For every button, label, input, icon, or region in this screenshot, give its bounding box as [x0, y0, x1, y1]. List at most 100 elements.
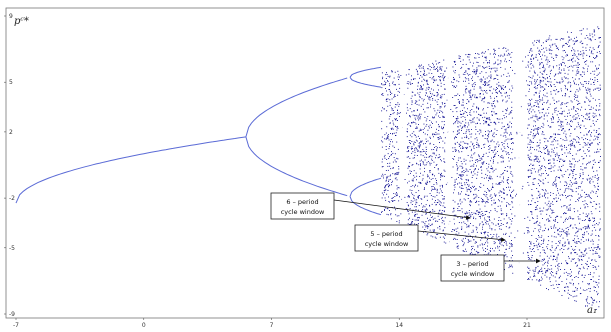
- chaos-point: [572, 70, 574, 72]
- chaos-point: [461, 191, 462, 193]
- chaos-point: [426, 209, 428, 211]
- chaos-point: [398, 215, 400, 217]
- chaos-point: [583, 142, 585, 144]
- chaos-point: [469, 92, 471, 94]
- annotation-6-period: 6 – period cycle window: [270, 192, 471, 220]
- chaos-point: [575, 300, 577, 302]
- chaos-point: [506, 170, 508, 172]
- chaos-point: [557, 110, 559, 112]
- chaos-point: [537, 201, 539, 202]
- chaos-point: [503, 143, 505, 144]
- chaos-point: [540, 63, 541, 65]
- chaos-point: [422, 174, 424, 176]
- chaos-point: [536, 142, 538, 143]
- chaos-point: [423, 151, 425, 152]
- chaos-point: [484, 81, 486, 82]
- y-axis-label: pᶜ*: [14, 16, 29, 27]
- chaos-point: [452, 229, 454, 230]
- chaos-point: [486, 177, 487, 179]
- chaos-point: [469, 119, 471, 121]
- chaos-point: [481, 79, 483, 81]
- chaos-point: [464, 90, 466, 92]
- chaos-point: [580, 54, 581, 56]
- chaos-point: [481, 233, 482, 234]
- chaos-point: [409, 140, 411, 141]
- chaos-point: [477, 76, 479, 78]
- chaos-point: [585, 167, 587, 169]
- chaos-point: [536, 208, 538, 210]
- chaos-point: [436, 133, 438, 135]
- chaos-point: [593, 221, 595, 222]
- chaos-point: [538, 191, 540, 193]
- chaos-point: [489, 190, 491, 192]
- chaos-point: [435, 164, 437, 166]
- chaos-point: [482, 84, 484, 85]
- chaos-point: [480, 81, 482, 82]
- chaos-point: [578, 273, 580, 275]
- chaos-point: [568, 96, 570, 98]
- chaos-point: [529, 204, 531, 205]
- chaos-point: [465, 78, 467, 80]
- chaos-point: [545, 271, 547, 273]
- chaos-point: [509, 246, 511, 248]
- chaos-point: [395, 193, 397, 195]
- chaos-point: [559, 177, 560, 179]
- chaos-point: [503, 178, 504, 180]
- chaos-point: [577, 264, 578, 266]
- chaos-point: [542, 249, 544, 251]
- chaos-point: [583, 157, 585, 159]
- chaos-point: [436, 234, 438, 235]
- chaos-point: [504, 129, 506, 131]
- chaos-point: [437, 66, 438, 68]
- chaos-point: [453, 184, 455, 186]
- chaos-point: [484, 78, 486, 80]
- chaos-point: [555, 218, 556, 220]
- chaos-point: [416, 140, 418, 142]
- chaos-point: [424, 171, 425, 173]
- chaos-point: [481, 148, 482, 149]
- chaos-point: [560, 125, 562, 127]
- chaos-point: [479, 114, 481, 116]
- chaos-point: [534, 222, 536, 224]
- chaos-point: [441, 102, 443, 104]
- chaos-point: [495, 168, 497, 170]
- chaos-point: [385, 185, 386, 187]
- chaos-point: [462, 59, 464, 61]
- chaos-point: [487, 107, 489, 108]
- chaos-point: [528, 278, 529, 279]
- chaos-point: [537, 145, 539, 147]
- chaos-point: [492, 185, 494, 187]
- chaos-point: [554, 139, 555, 140]
- chaos-point: [489, 95, 491, 97]
- chaos-point: [392, 113, 394, 115]
- chaos-point: [580, 33, 582, 35]
- chaos-point: [459, 198, 461, 200]
- chaos-point: [427, 161, 429, 162]
- chaos-point: [553, 227, 555, 229]
- chaos-point: [432, 117, 434, 119]
- chaos-point: [465, 213, 466, 215]
- chaos-point: [491, 168, 493, 170]
- chaos-point: [569, 180, 571, 182]
- chaos-point: [531, 255, 533, 256]
- chaos-point: [547, 101, 549, 103]
- chaos-point: [495, 152, 497, 154]
- chaos-point: [417, 185, 419, 187]
- chaos-point: [493, 234, 495, 235]
- chaos-point: [570, 185, 572, 187]
- chaos-point: [543, 259, 545, 261]
- chaos-point: [416, 127, 418, 129]
- chaos-point: [541, 58, 543, 60]
- chaos-point: [384, 187, 386, 189]
- chaos-point: [474, 168, 476, 169]
- chaos-point: [436, 101, 438, 103]
- chaos-point: [570, 195, 572, 196]
- y-tick-label: 2: [9, 129, 13, 136]
- chaos-point: [534, 40, 536, 42]
- chaos-point: [531, 257, 533, 259]
- chaos-point: [491, 110, 493, 112]
- chaos-point: [466, 224, 468, 226]
- chaos-point: [498, 249, 500, 251]
- chaos-point: [582, 55, 584, 57]
- chaos-point: [578, 200, 579, 202]
